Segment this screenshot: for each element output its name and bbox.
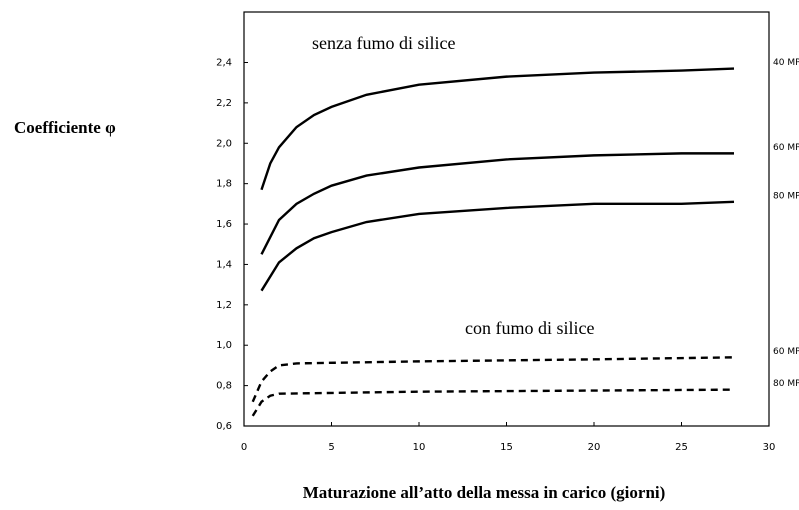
annotation: con fumo di silice: [465, 318, 594, 338]
annotation: senza fumo di silice: [312, 33, 455, 53]
series-label: 80 MPa: [773, 191, 799, 201]
line: [260, 152, 734, 255]
x-tick-label: 20: [588, 442, 601, 453]
series-label: 60 MPa: [773, 143, 799, 153]
y-tick-label: 1,2: [216, 300, 232, 311]
x-tick-label: 15: [500, 442, 513, 453]
line: [251, 388, 735, 417]
x-tick-label: 10: [413, 442, 426, 453]
series-label: 40 MPa: [773, 58, 799, 68]
series-label: 60 MPa: [773, 347, 799, 357]
y-tick-label: 2,4: [216, 57, 232, 68]
line: [260, 67, 735, 191]
y-tick-label: 1,4: [216, 259, 232, 270]
y-tick-label: 1,8: [216, 179, 232, 190]
x-tick-label: 25: [675, 442, 688, 453]
y-tick-label: 0,6: [216, 421, 232, 432]
y-tick-label: 1,0: [216, 340, 232, 351]
x-axis-label: Maturazione all’atto della messa in cari…: [303, 483, 666, 502]
line: [260, 200, 735, 292]
series-label: 80 MPa: [773, 379, 799, 389]
x-tick-label: 0: [241, 442, 247, 453]
line: [251, 356, 735, 403]
y-tick-label: 2,0: [216, 138, 232, 149]
x-tick-label: 30: [763, 442, 776, 453]
y-tick-label: 0,8: [216, 381, 232, 392]
y-tick-label: 2,2: [216, 98, 232, 109]
y-tick-label: 1,6: [216, 219, 232, 230]
x-tick-label: 5: [328, 442, 334, 453]
y-axis-label: Coefficiente φ: [14, 118, 116, 137]
